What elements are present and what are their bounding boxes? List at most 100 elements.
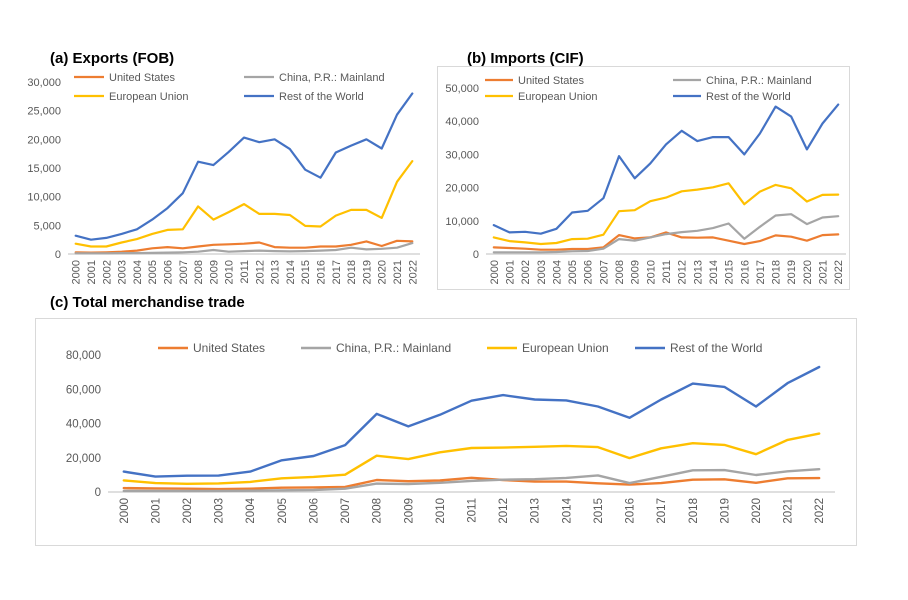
chart-2-ytick-label: 80,000 — [66, 350, 101, 362]
chart-2-xtick-label: 2003 — [214, 498, 226, 524]
chart-a: 0 5,000 10,000 15,000 20,000 25,000 30,000 2000… — [0, 64, 430, 290]
chart-1-legend-label-european-union: European Union — [518, 91, 598, 103]
chart-2-xtick-label: 2013 — [530, 498, 542, 524]
chart-1-xtick-label: 2005 — [567, 260, 579, 284]
chart-2-ytick-label: 40,000 — [66, 419, 101, 431]
chart-2-xtick-label: 2002 — [182, 498, 194, 524]
chart-2-xtick-label: 2005 — [277, 498, 289, 524]
chart-0-xtick-label: 2003 — [117, 260, 129, 284]
chart-1-xtick-label: 2020 — [802, 260, 814, 284]
chart-1-series-rest-of-the-world-line — [492, 103, 840, 235]
chart-c-plot: 0 20,000 40,000 60,000 80,000 2000 2001 2002 200… — [66, 341, 835, 524]
chart-1-series-european-union-line — [492, 182, 840, 246]
chart-0-legend-label-rest-of-the-world: Rest of the World — [279, 91, 364, 103]
chart-2-xtick-label: 2018 — [688, 498, 700, 524]
chart-b-title: (b) Imports (CIF) — [467, 50, 584, 67]
chart-b-plot: 0 10,000 20,000 30,000 40,000 50,000 2000 2001 2… — [445, 75, 846, 284]
chart-1-series-united-states-line — [492, 231, 840, 251]
chart-b: 0 10,000 20,000 30,000 40,000 50,000 2000 2001 2… — [437, 66, 850, 290]
chart-1-xtick-label: 2015 — [724, 260, 736, 284]
chart-2-series-china-p-r-mainland-line — [122, 467, 821, 493]
chart-0-legend-label-united-states: United States — [109, 72, 176, 84]
chart-0-xtick-label: 2014 — [285, 260, 297, 284]
chart-2-legend-label-european-union: European Union — [522, 341, 609, 355]
chart-1-xtick-label: 2019 — [786, 260, 798, 284]
chart-2-xtick-label: 2016 — [625, 498, 637, 524]
chart-1-xtick-label: 2021 — [818, 260, 830, 284]
chart-1-xtick-label: 2002 — [520, 260, 532, 284]
chart-0-xtick-label: 2020 — [377, 260, 389, 284]
chart-2-ytick-label: 60,000 — [66, 384, 101, 396]
chart-2-legend-label-rest-of-the-world: Rest of the World — [670, 341, 762, 355]
chart-2-xtick-label: 2006 — [308, 498, 320, 524]
chart-0-series-rest-of-the-world-line — [74, 92, 414, 241]
chart-0-series-united-states-line — [74, 239, 414, 254]
chart-1-ytick-label: 50,000 — [445, 83, 479, 95]
chart-a-plot: 0 5,000 10,000 15,000 20,000 25,000 30,000 2000… — [27, 72, 420, 284]
chart-0-xtick-label: 2010 — [224, 260, 236, 284]
chart-a-title: (a) Exports (FOB) — [50, 50, 175, 67]
chart-0-ytick-label: 10,000 — [27, 192, 61, 204]
chart-2-xtick-label: 2015 — [593, 498, 605, 524]
chart-1-xtick-label: 2010 — [645, 260, 657, 284]
chart-0-xtick-label: 2006 — [162, 260, 174, 284]
chart-c-frame — [35, 318, 857, 546]
chart-1-xtick-label: 2001 — [504, 260, 516, 284]
chart-0-ytick-label: 15,000 — [27, 163, 61, 175]
chart-2-xtick-label: 2007 — [340, 498, 352, 524]
chart-1-xtick-label: 2016 — [739, 260, 751, 284]
chart-2-xtick-label: 2021 — [783, 498, 795, 524]
chart-2-xtick-label: 2017 — [656, 498, 668, 524]
chart-2-xtick-label: 2019 — [719, 498, 731, 524]
chart-1-xtick-label: 2011 — [661, 260, 673, 284]
chart-1-legend-label-united-states: United States — [518, 75, 585, 87]
chart-2-series-rest-of-the-world-line — [122, 365, 821, 478]
chart-0-series-china-p-r-mainland-line — [74, 242, 414, 255]
chart-1-xtick-label: 2007 — [598, 260, 610, 284]
chart-2-xtick-label: 2020 — [751, 498, 763, 524]
chart-1-xtick-label: 2009 — [630, 260, 642, 284]
chart-1-xtick-label: 2013 — [692, 260, 704, 284]
chart-0-xtick-label: 2000 — [71, 260, 83, 284]
chart-2-legend-label-china-p-r-mainland: China, P.R.: Mainland — [336, 341, 451, 355]
chart-0-xtick-label: 2021 — [392, 260, 404, 284]
chart-0-xtick-label: 2017 — [331, 260, 343, 284]
chart-1-xtick-label: 2003 — [536, 260, 548, 284]
chart-1-ytick-label: 30,000 — [445, 149, 479, 161]
chart-1-series-china-p-r-mainland-line — [492, 213, 840, 254]
chart-0-xtick-label: 2001 — [86, 260, 98, 284]
chart-c-title: (c) Total merchandise trade — [50, 294, 245, 311]
chart-2-xtick-label: 2012 — [498, 498, 510, 524]
chart-1-ytick-label: 20,000 — [445, 183, 479, 195]
chart-0-xtick-label: 2007 — [178, 260, 190, 284]
chart-0-xtick-label: 2002 — [101, 260, 113, 284]
chart-1-legend-label-china-p-r-mainland: China, P.R.: Mainland — [706, 75, 812, 87]
chart-1-xtick-label: 2018 — [771, 260, 783, 284]
chart-0-xtick-label: 2008 — [193, 260, 205, 284]
chart-0-xtick-label: 2019 — [361, 260, 373, 284]
chart-2-xtick-label: 2009 — [403, 498, 415, 524]
chart-1-ytick-label: 10,000 — [445, 216, 479, 228]
chart-1-xtick-label: 2014 — [708, 260, 720, 284]
chart-2-xtick-label: 2004 — [245, 497, 257, 523]
chart-2-xtick-label: 2001 — [150, 498, 162, 524]
chart-0-legend-label-china-p-r-mainland: China, P.R.: Mainland — [279, 72, 385, 84]
chart-0-xtick-label: 2016 — [316, 260, 328, 284]
chart-0-xtick-label: 2011 — [239, 260, 251, 284]
chart-0-xtick-label: 2005 — [147, 260, 159, 284]
chart-2-xtick-label: 2000 — [119, 498, 131, 524]
chart-2-ytick-label: 20,000 — [66, 453, 101, 465]
chart-2-ytick-label: 0 — [95, 487, 101, 499]
chart-0-xtick-label: 2012 — [254, 260, 266, 284]
chart-0-xtick-label: 2013 — [270, 260, 282, 284]
chart-2-xtick-label: 2022 — [814, 498, 826, 524]
chart-c: 0 20,000 40,000 60,000 80,000 2000 2001 2002 200… — [35, 318, 857, 546]
chart-0-xtick-label: 2015 — [300, 260, 312, 284]
chart-1-xtick-label: 2006 — [583, 260, 595, 284]
chart-1-xtick-label: 2008 — [614, 260, 626, 284]
chart-2-series-united-states-line — [122, 476, 821, 491]
chart-0-series-european-union-line — [74, 159, 414, 248]
chart-1-legend-label-rest-of-the-world: Rest of the World — [706, 91, 791, 103]
chart-1-xtick-label: 2022 — [833, 260, 845, 284]
chart-2-xtick-label: 2008 — [372, 498, 384, 524]
